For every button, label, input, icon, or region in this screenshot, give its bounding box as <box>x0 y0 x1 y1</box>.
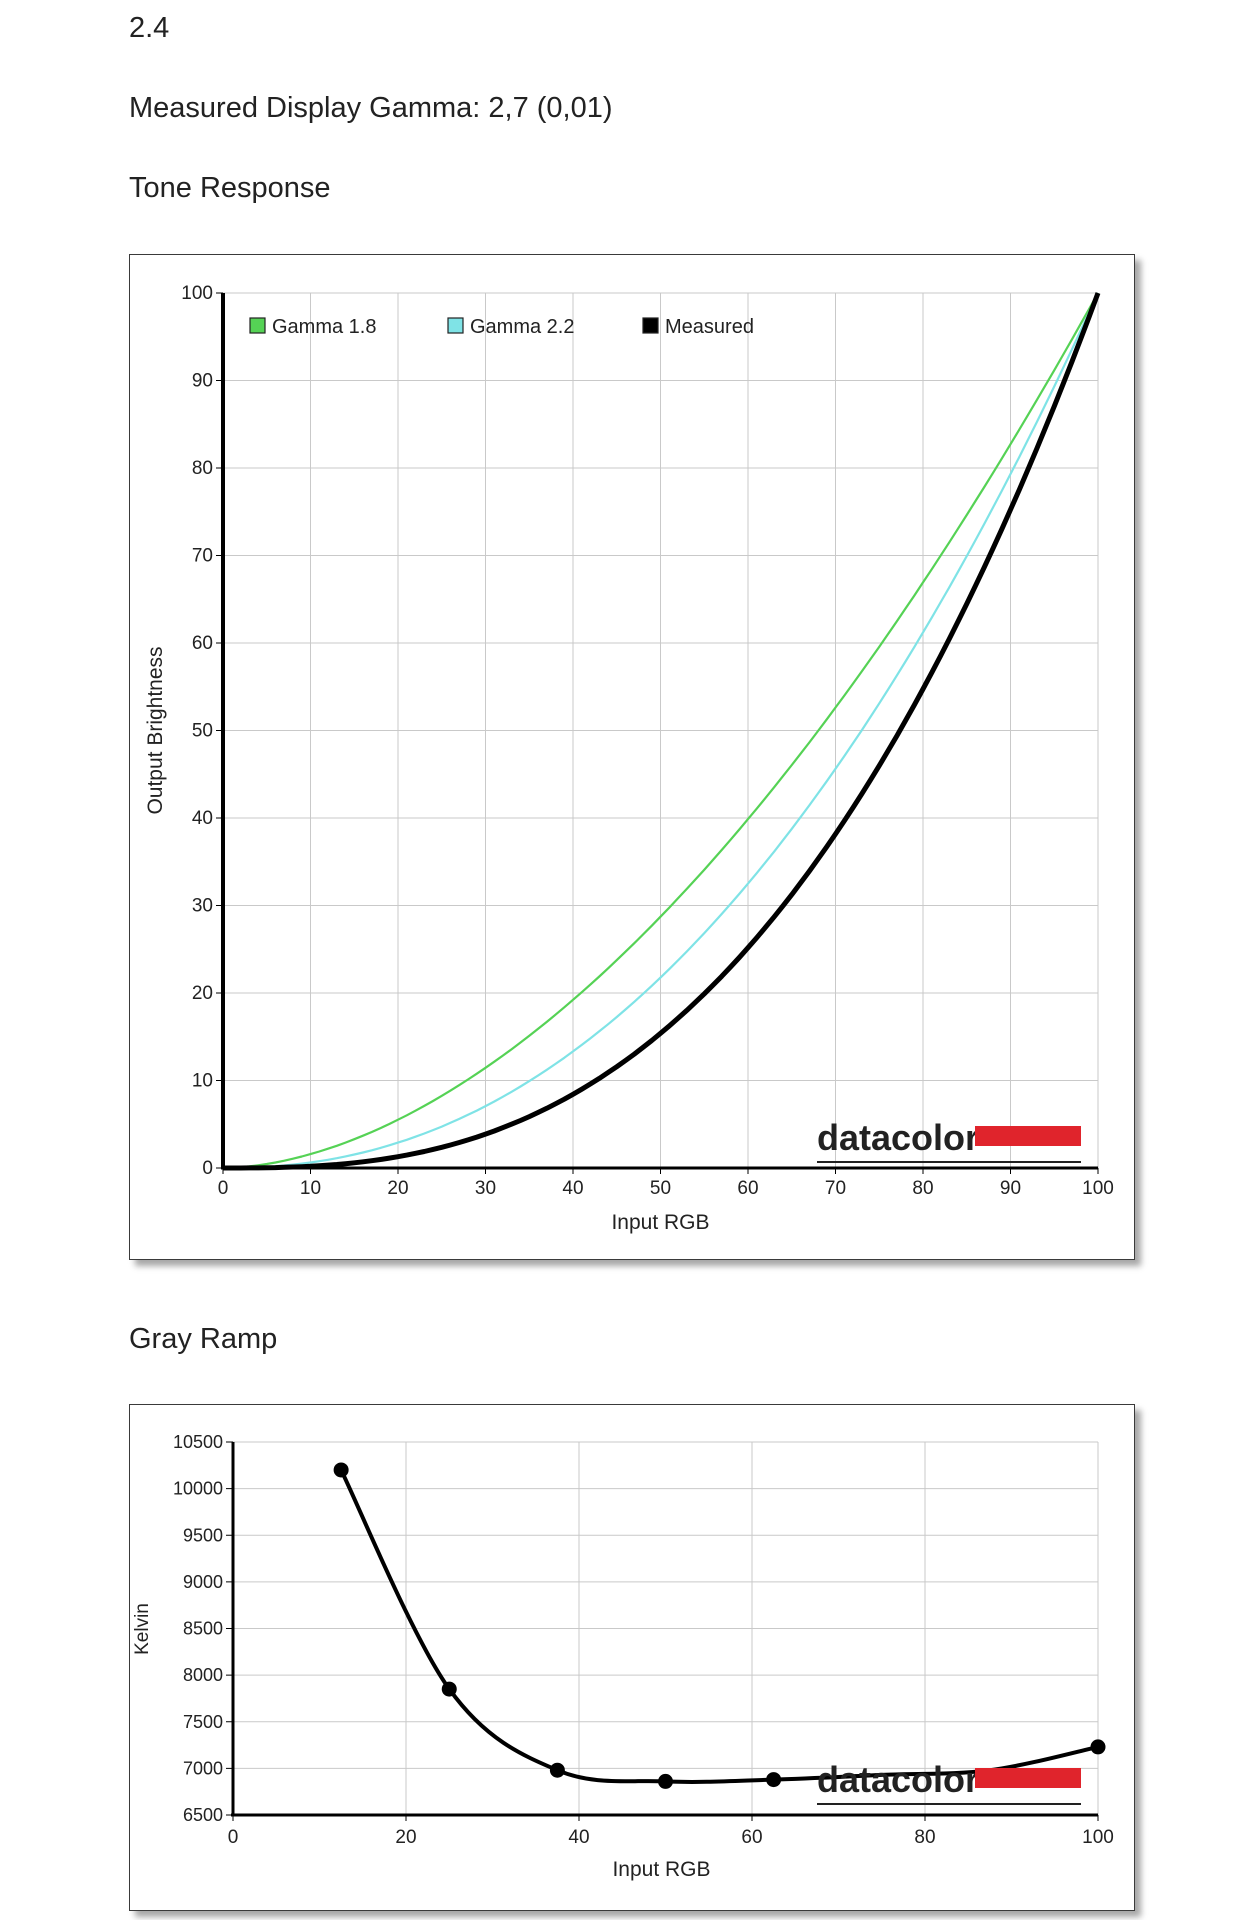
legend-item-gamma-22: Gamma 2.2 <box>447 316 574 338</box>
gray-y-tick-label: 9000 <box>183 1572 223 1592</box>
gray-ramp-svg: 0 20 40 60 80 100 6500 7000 7500 8000 8500 9000 9500… <box>132 1432 1114 1881</box>
datacolor-logo-bar <box>975 1768 1081 1788</box>
tone-y-tick-label: 0 <box>202 1158 213 1179</box>
tone-y-tick-label: 100 <box>181 283 213 304</box>
gray-y-tick-label: 8500 <box>183 1619 223 1639</box>
tone-x-tick-label: 40 <box>562 1178 583 1199</box>
gray-x-tick-label: 100 <box>1082 1827 1114 1848</box>
series-line-gamma-22 <box>223 292 1100 1170</box>
tone-y-tick-label: 90 <box>192 371 213 392</box>
measured-gamma-text: Measured Display Gamma: 2,7 (0,01) <box>129 92 613 124</box>
tone-y-tick-label: 30 <box>192 896 213 917</box>
gray-ramp-point <box>766 1772 782 1788</box>
tone-x-tick-label: 10 <box>300 1178 321 1199</box>
gray-y-tick-label: 9500 <box>183 1525 223 1545</box>
legend-item-gamma-18: Gamma 1.8 <box>249 316 376 338</box>
gray-x-axis-label: Input RGB <box>612 1858 710 1881</box>
gray-y-tick-label: 8000 <box>183 1665 223 1685</box>
gray-x-tick-label: 40 <box>568 1827 589 1848</box>
gray-y-tick-label: 6500 <box>183 1805 223 1825</box>
datacolor-logo: datacolor <box>817 1117 1081 1163</box>
legend-label-gamma-18: Gamma 1.8 <box>272 316 376 338</box>
tone-response-title: Tone Response <box>129 172 331 204</box>
tone-response-chart: 0 10 20 30 40 50 60 70 80 90 100 0 10 20 30 40 50 60 70 80 9… <box>129 254 1135 1260</box>
series-line-measured <box>223 292 1101 1171</box>
gray-ramp-line <box>339 1469 1099 1784</box>
tone-y-tick-label: 40 <box>192 808 213 829</box>
gray-y-tick-label: 7500 <box>183 1712 223 1732</box>
gray-ramp-title: Gray Ramp <box>129 1323 278 1355</box>
tone-x-tick-label: 0 <box>218 1178 229 1199</box>
legend-label-gamma-22: Gamma 2.2 <box>470 316 574 338</box>
legend-swatch-gamma-22 <box>447 317 464 334</box>
tone-x-tick-label: 100 <box>1082 1178 1114 1199</box>
tone-y-tick-label: 80 <box>192 458 213 479</box>
tone-y-tick-label: 60 <box>192 633 213 654</box>
gray-x-tick-label: 80 <box>914 1827 935 1848</box>
gray-y-tick-label: 10500 <box>173 1432 223 1452</box>
gray-y-axis-label: Kelvin <box>132 1603 153 1655</box>
gray-ramp-point <box>549 1762 565 1778</box>
datacolor-logo: datacolor <box>817 1759 1081 1805</box>
gray-ramp-point <box>441 1681 457 1697</box>
tone-x-tick-label: 60 <box>737 1178 758 1199</box>
legend-item-measured: Measured <box>642 316 754 338</box>
tone-y-tick-label: 70 <box>192 546 213 567</box>
gray-ramp-chart: 0 20 40 60 80 100 6500 7000 7500 8000 8500 9000 9500… <box>129 1404 1135 1911</box>
tone-y-tick-label: 50 <box>192 721 213 742</box>
gray-x-tick-label: 60 <box>741 1827 762 1848</box>
tone-response-svg: 0 10 20 30 40 50 60 70 80 90 100 0 10 20 30 40 50 60 70 80 9… <box>144 283 1114 1234</box>
gray-y-tick-label: 7000 <box>183 1758 223 1778</box>
tone-x-tick-label: 90 <box>1000 1178 1021 1199</box>
tone-x-tick-label: 20 <box>387 1178 408 1199</box>
gray-y-tick-label: 10000 <box>173 1479 223 1499</box>
gray-ramp-point <box>1090 1739 1106 1755</box>
tone-x-tick-label: 30 <box>475 1178 496 1199</box>
datacolor-logo-bar <box>975 1126 1081 1146</box>
gray-x-tick-label: 0 <box>228 1827 239 1848</box>
version-label: 2.4 <box>129 12 170 44</box>
gray-x-tick-label: 20 <box>395 1827 416 1848</box>
gray-ramp-point <box>333 1462 349 1478</box>
legend-swatch-measured <box>642 317 659 334</box>
tone-y-axis-label: Output Brightness <box>144 646 167 814</box>
tone-y-tick-label: 10 <box>192 1071 213 1092</box>
legend-swatch-gamma-18 <box>249 317 266 334</box>
tone-x-tick-label: 80 <box>912 1178 933 1199</box>
gray-ramp-point <box>658 1773 673 1789</box>
tone-x-tick-label: 50 <box>650 1178 671 1199</box>
tone-x-axis-label: Input RGB <box>611 1211 709 1234</box>
tone-x-tick-label: 70 <box>825 1178 846 1199</box>
series-line-gamma-18 <box>222 292 1099 1170</box>
tone-grid <box>222 292 1099 1169</box>
datacolor-logo-text: datacolor <box>817 1759 979 1800</box>
legend-label-measured: Measured <box>665 316 754 338</box>
tone-y-tick-label: 20 <box>192 983 213 1004</box>
datacolor-logo-text: datacolor <box>817 1117 979 1158</box>
